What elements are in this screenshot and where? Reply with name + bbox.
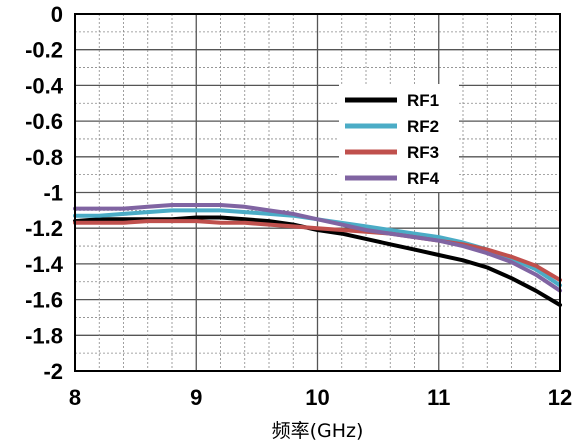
y-tick-label: -0.6 [25, 109, 63, 134]
y-tick-label: -0.8 [25, 145, 63, 170]
legend-label-rf3: RF3 [407, 143, 439, 162]
y-tick-label: -1.8 [25, 323, 63, 348]
y-tick-label: -0.4 [25, 73, 64, 98]
legend-label-rf1: RF1 [407, 91, 439, 110]
y-tick-label: -1.6 [25, 288, 63, 313]
y-tick-label: -1.2 [25, 216, 63, 241]
series-line-rf3 [73, 219, 562, 282]
y-tick-label: -1 [43, 181, 63, 206]
x-tick-label: 8 [69, 385, 81, 410]
legend-label-rf4: RF4 [407, 169, 440, 188]
legend-label-rf2: RF2 [407, 117, 439, 136]
y-axis-ticks: 0 -0.2 -0.4 -0.6 -0.8 -1 -1.2 -1.4 -1.6 -1.8 -2 [25, 2, 64, 384]
x-axis-title: 频率(GHz) [272, 420, 364, 442]
y-tick-label: -0.2 [25, 38, 63, 63]
legend: RF1 RF2 RF3 RF4 [339, 84, 459, 192]
series-line-rf4 [73, 203, 562, 293]
x-tick-label: 12 [548, 385, 572, 410]
y-tick-label: -1.4 [25, 252, 64, 277]
series-lines [73, 203, 562, 307]
plot-frame [74, 13, 561, 372]
y-tick-label: 0 [51, 2, 63, 27]
grid [74, 13, 561, 372]
y-tick-label: -2 [43, 359, 63, 384]
x-tick-label: 10 [305, 385, 329, 410]
x-tick-label: 11 [427, 385, 450, 410]
x-axis-ticks: 8 9 10 11 12 [69, 385, 572, 410]
x-tick-label: 9 [190, 385, 202, 410]
